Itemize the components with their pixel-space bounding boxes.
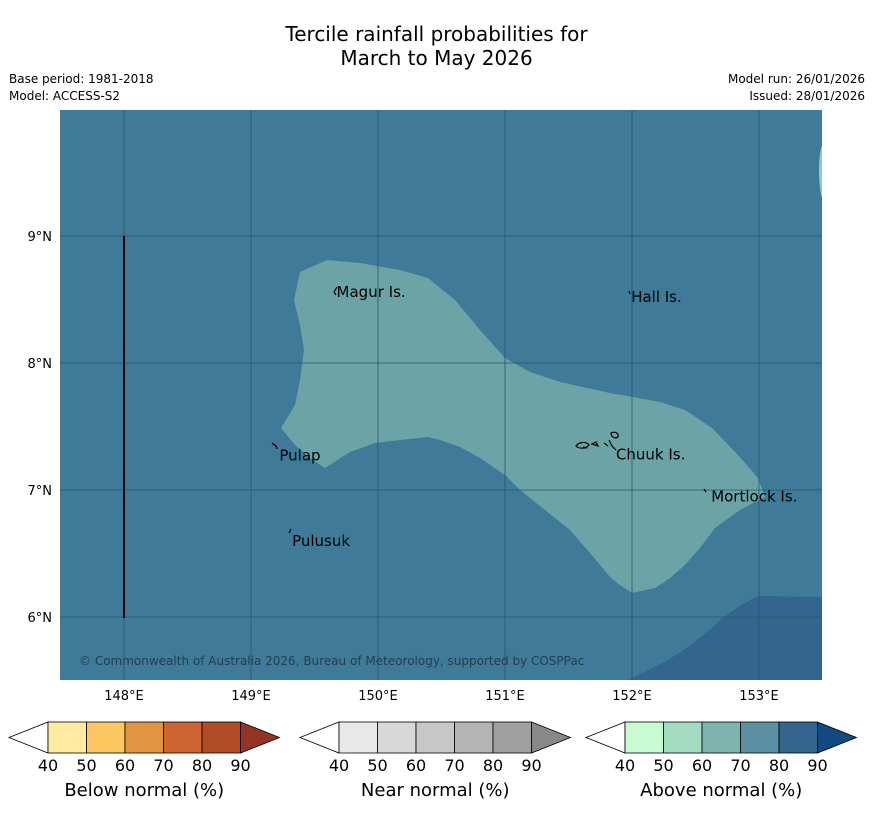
colorbar-tick-label: 80 [769, 756, 789, 775]
colorbar-title: Above normal (%) [640, 780, 803, 801]
longitude-labels: 148°E 149°E 150°E 151°E 152°E 153°E [104, 689, 779, 704]
colorbar: 40 50 60 70 80 90 [584, 721, 858, 775]
longitude-tick-label: 151°E [485, 689, 525, 704]
colorbar-tick-label: 40 [38, 756, 58, 775]
colorbar-segment [47, 721, 87, 754]
latitude-tick-label: 9°N [28, 230, 53, 245]
colorbar-tick-label: 90 [807, 756, 827, 775]
longitude-tick-label: 153°E [739, 689, 779, 704]
place-label: Pulusuk [292, 532, 350, 550]
colorbar-segment [338, 721, 378, 754]
colorbar-low-arrow [298, 721, 340, 754]
title-line-1: Tercile rainfall probabilities for [285, 22, 588, 46]
pulap-island-mark [271, 442, 278, 450]
colorbar-title: Near normal (%) [360, 780, 510, 801]
colorbar-tick-label: 70 [730, 756, 750, 775]
colorbar-segment [454, 721, 494, 754]
colorbar-tick-label: 80 [483, 756, 503, 775]
colorbar-tick-label: 50 [653, 756, 673, 775]
pulusuk-island-mark [288, 528, 292, 534]
colorbar-tick-label: 40 [329, 756, 349, 775]
colorbar-segment [124, 721, 164, 754]
colorbar-tick-label: 50 [76, 756, 96, 775]
colorbar-segment [492, 721, 532, 754]
place-label: Magur Is. [337, 283, 406, 301]
colorbar-high-arrow [817, 721, 858, 754]
title-line-2: March to May 2026 [340, 46, 533, 70]
colorbar-segment [201, 721, 241, 754]
colorbar-segment [663, 721, 703, 754]
place-label: Pulap [279, 447, 320, 465]
colorbar-high-arrow [240, 721, 281, 754]
colorbar-tick-label: 70 [153, 756, 173, 775]
colorbar-segment [740, 721, 780, 754]
colorbar-tick-label: 90 [230, 756, 250, 775]
colorbar-segment [701, 721, 741, 754]
run-info: Model run: 26/01/2026 Issued: 28/01/2026 [728, 71, 865, 105]
longitude-tick-label: 148°E [104, 689, 144, 704]
chuuk-island-marks [575, 431, 619, 451]
place-label: Mortlock Is. [711, 487, 797, 505]
colorbar-segment [377, 721, 417, 754]
colorbar: 40 50 60 70 80 90 [298, 721, 572, 775]
model-run: Model run: 26/01/2026 [727, 72, 865, 86]
colorbar-high-arrow [531, 721, 572, 754]
place-label: Hall Is. [631, 288, 682, 306]
colorbar-tick-label: 40 [615, 756, 635, 775]
colorbar-segment [163, 721, 203, 754]
latitude-tick-label: 6°N [28, 611, 53, 626]
colorbar-title: Below normal (%) [64, 780, 225, 801]
longitude-tick-label: 149°E [231, 689, 271, 704]
colorbar-tick-label: 50 [367, 756, 387, 775]
island-outlines [271, 286, 707, 534]
base-info: Base period: 1981-2018 Model: ACCESS-S2 [9, 71, 154, 105]
longitude-tick-label: 150°E [358, 689, 398, 704]
longitude-tick-label: 152°E [612, 689, 652, 704]
base-period: Base period: 1981-2018 [9, 72, 154, 86]
colorbar-tick-label: 60 [115, 756, 135, 775]
colorbar-tick-label: 60 [406, 756, 426, 775]
colorbar: 40 50 60 70 80 90 [7, 721, 281, 775]
near-normal-region [281, 260, 765, 593]
colorbar-tick-label: 80 [192, 756, 212, 775]
colorbar-segment [624, 721, 664, 754]
hall-island-mark [628, 290, 631, 295]
copyright-text: © Commonwealth of Australia 2026, Bureau… [79, 654, 584, 668]
colorbar-low-arrow [7, 721, 49, 754]
chart-title: Tercile rainfall probabilities for March… [0, 22, 873, 70]
latitude-tick-label: 7°N [28, 484, 53, 499]
colorbar-segment [778, 721, 818, 754]
issued-date: Issued: 28/01/2026 [749, 89, 865, 103]
above-normal-40-patch [819, 145, 822, 198]
colorbar-tick-label: 70 [444, 756, 464, 775]
colorbar-segment [415, 721, 455, 754]
place-labels: Magur Is. Hall Is. Pulap Chuuk Is. Mortlock … [279, 283, 797, 550]
mortlock-island-mark [703, 488, 707, 493]
latitude-tick-label: 8°N [28, 357, 53, 372]
colorbar-segment [86, 721, 126, 754]
colorbar-low-arrow [584, 721, 626, 754]
magur-island-mark [333, 286, 338, 296]
colorbar-tick-label: 90 [521, 756, 541, 775]
colorbars: 40 50 60 70 80 90 40 50 60 70 80 90 40 50 60 70 80 90 [7, 721, 858, 775]
colorbar-tick-label: 60 [692, 756, 712, 775]
latitude-labels: 9°N 8°N 7°N 6°N [28, 230, 53, 626]
place-label: Chuuk Is. [616, 445, 685, 463]
model-name: Model: ACCESS-S2 [9, 89, 121, 103]
